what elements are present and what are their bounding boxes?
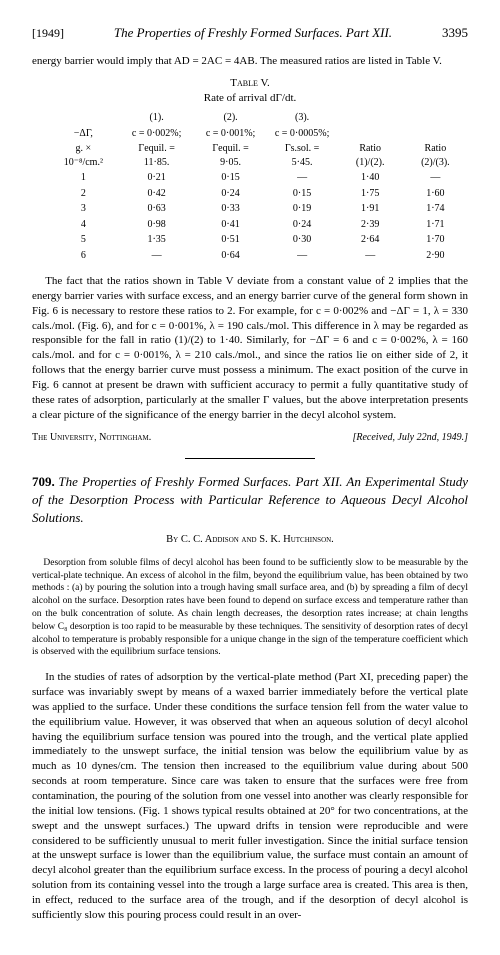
table-row: 1 0·21 0·15 — 1·40 —	[32, 170, 468, 186]
col1-c: c = 0·002%;	[119, 126, 195, 142]
page-number: 3395	[442, 24, 468, 42]
body-paragraph: The fact that the ratios shown in Table …	[32, 274, 468, 422]
received-date: [Received, July 22nd, 1949.]	[352, 431, 468, 445]
ratio2-head: Ratio (2)/(3).	[403, 141, 468, 170]
abstract: Desorption from soluble films of decyl a…	[32, 557, 468, 660]
col2-eq: Γequil. = 9·05.	[195, 141, 267, 170]
table-row: 4 0·98 0·41 0·24 2·39 1·71	[32, 217, 468, 233]
table-subcaption: Rate of arrival dΓ/dt.	[32, 91, 468, 106]
col3-eq: Γs.sol. = 5·45.	[267, 141, 338, 170]
affiliation: The University, Nottingham.	[32, 431, 151, 445]
table-row: 6 — 0·64 — — 2·90	[32, 248, 468, 264]
running-header: [1949] The Properties of Freshly Formed …	[32, 24, 468, 42]
main-paragraph: In the studies of rates of adsorption by…	[32, 670, 468, 922]
data-table: (1). (2). (3). −ΔΓ, c = 0·002%; c = 0·00…	[32, 110, 468, 263]
table-row: 5 1·35 0·51 0·30 2·64 1·70	[32, 232, 468, 248]
section-divider	[185, 458, 316, 459]
article-title-block: 709. The Properties of Freshly Formed Su…	[32, 473, 468, 527]
col0-a: −ΔΓ,	[48, 126, 119, 142]
col1-eq: Γequil. = 11·85.	[119, 141, 195, 170]
col1-num: (1).	[119, 110, 195, 126]
table-row: 3 0·63 0·33 0·19 1·91 1·74	[32, 201, 468, 217]
lead-paragraph: energy barrier would imply that AD = 2AC…	[32, 54, 468, 69]
article-number: 709.	[32, 474, 55, 489]
byline: By C. C. Addison and S. K. Hutchinson.	[32, 533, 468, 547]
ratio1-head: Ratio (1)/(2).	[338, 141, 403, 170]
col2-num: (2).	[195, 110, 267, 126]
col2-c: c = 0·001%;	[195, 126, 267, 142]
header-title: The Properties of Freshly Formed Surface…	[114, 24, 392, 42]
article-title: The Properties of Freshly Formed Surface…	[32, 474, 468, 525]
header-year: [1949]	[32, 25, 64, 41]
table-caption: Table V.	[32, 76, 468, 91]
col3-num: (3).	[267, 110, 338, 126]
attribution: The University, Nottingham. [Received, J…	[32, 431, 468, 445]
col0-b: g. × 10⁻⁸/cm.²	[48, 141, 119, 170]
table-row: 2 0·42 0·24 0·15 1·75 1·60	[32, 186, 468, 202]
col3-c: c = 0·0005%;	[267, 126, 338, 142]
